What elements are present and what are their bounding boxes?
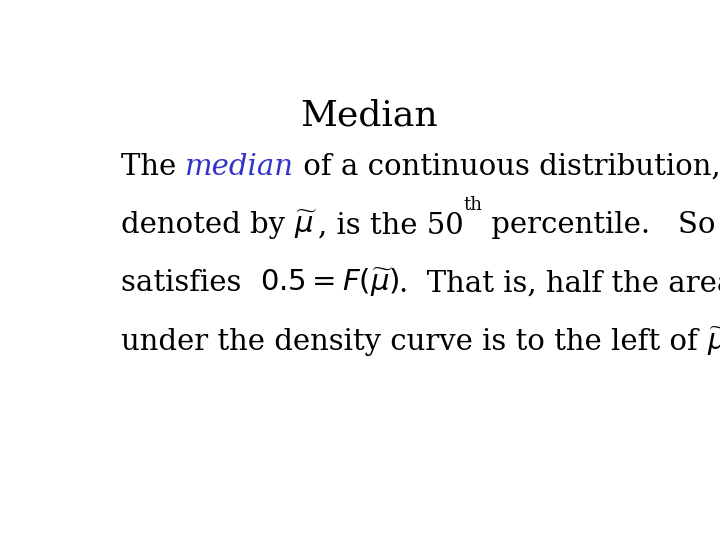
Text: Median: Median bbox=[300, 98, 438, 132]
Text: $0.5 = F(\widetilde{\mu})$: $0.5 = F(\widetilde{\mu})$ bbox=[260, 267, 399, 299]
Text: percentile.   So: percentile. So bbox=[482, 211, 720, 239]
Text: , is the 50: , is the 50 bbox=[318, 211, 464, 239]
Text: under the density curve is to the left of: under the density curve is to the left o… bbox=[121, 328, 707, 356]
Text: $\widetilde{\mu}$: $\widetilde{\mu}$ bbox=[294, 208, 318, 241]
Text: of a continuous distribution,: of a continuous distribution, bbox=[294, 153, 720, 181]
Text: median: median bbox=[185, 153, 294, 181]
Text: $\widetilde{\mu}$: $\widetilde{\mu}$ bbox=[707, 325, 720, 357]
Text: satisfies: satisfies bbox=[121, 269, 260, 298]
Text: denoted by: denoted by bbox=[121, 211, 294, 239]
Text: .  That is, half the area: . That is, half the area bbox=[399, 269, 720, 298]
Text: The: The bbox=[121, 153, 185, 181]
Text: th: th bbox=[464, 197, 482, 214]
